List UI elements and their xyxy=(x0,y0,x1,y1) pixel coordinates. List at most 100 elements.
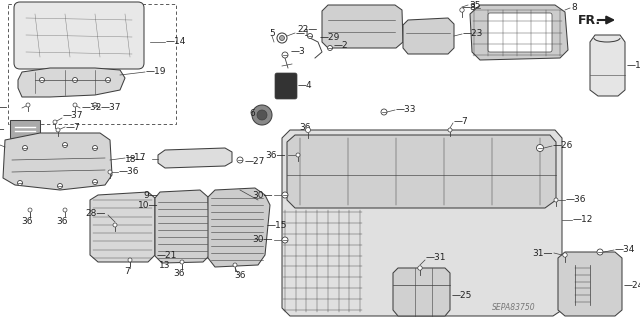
Circle shape xyxy=(418,266,422,270)
Circle shape xyxy=(72,78,77,83)
Circle shape xyxy=(28,208,32,212)
Polygon shape xyxy=(287,135,556,208)
Circle shape xyxy=(108,170,112,174)
Polygon shape xyxy=(470,5,568,60)
Text: —32: —32 xyxy=(82,103,102,113)
Circle shape xyxy=(233,263,237,267)
Circle shape xyxy=(63,208,67,212)
Bar xyxy=(10,120,40,138)
Text: —14: —14 xyxy=(166,38,186,47)
Text: 13: 13 xyxy=(159,261,171,270)
Circle shape xyxy=(328,46,333,50)
Text: 5: 5 xyxy=(269,28,275,38)
Circle shape xyxy=(307,33,312,39)
Circle shape xyxy=(257,110,267,120)
Circle shape xyxy=(93,145,97,151)
Circle shape xyxy=(180,260,184,264)
Circle shape xyxy=(26,103,30,107)
Polygon shape xyxy=(3,133,112,190)
Polygon shape xyxy=(208,188,270,267)
Text: 32—: 32— xyxy=(0,103,8,113)
Circle shape xyxy=(277,33,287,43)
Text: 36: 36 xyxy=(234,271,246,280)
Circle shape xyxy=(93,103,97,107)
Text: —36: —36 xyxy=(566,196,586,204)
Polygon shape xyxy=(282,130,562,316)
Text: 16—: 16— xyxy=(0,124,5,133)
Text: —19: —19 xyxy=(146,68,166,77)
Text: —7: —7 xyxy=(66,122,81,131)
Circle shape xyxy=(282,192,288,198)
Text: 18—: 18— xyxy=(125,154,145,164)
Text: —2: —2 xyxy=(334,41,349,50)
Text: —23: —23 xyxy=(463,29,483,39)
Text: 36: 36 xyxy=(173,270,185,278)
Polygon shape xyxy=(90,192,155,262)
Text: —1: —1 xyxy=(296,28,311,38)
Circle shape xyxy=(282,52,288,58)
Text: 9—: 9— xyxy=(143,191,158,201)
Text: —29: —29 xyxy=(320,33,340,42)
Polygon shape xyxy=(322,5,403,48)
Text: 28—: 28— xyxy=(86,209,106,218)
Text: 35: 35 xyxy=(469,1,481,10)
Polygon shape xyxy=(558,252,622,316)
Text: 36: 36 xyxy=(300,122,311,131)
Text: 36: 36 xyxy=(21,218,33,226)
Text: —33: —33 xyxy=(396,106,417,115)
Circle shape xyxy=(597,249,603,255)
Text: —21: —21 xyxy=(157,250,177,259)
Polygon shape xyxy=(403,18,454,54)
Bar xyxy=(8,4,176,124)
Circle shape xyxy=(56,128,60,132)
Circle shape xyxy=(536,145,543,152)
Circle shape xyxy=(460,8,464,12)
Text: 8: 8 xyxy=(571,4,577,12)
Text: 6: 6 xyxy=(249,108,255,117)
Text: 30—: 30— xyxy=(253,235,273,244)
Text: 36—: 36— xyxy=(266,151,286,160)
Text: —15: —15 xyxy=(267,220,287,229)
Text: —4: —4 xyxy=(298,80,312,90)
Circle shape xyxy=(17,181,22,186)
Circle shape xyxy=(305,128,310,132)
Text: —26: —26 xyxy=(553,142,573,151)
Circle shape xyxy=(113,223,117,227)
Text: —3: —3 xyxy=(291,48,306,56)
Circle shape xyxy=(63,143,67,147)
FancyBboxPatch shape xyxy=(275,73,297,99)
FancyBboxPatch shape xyxy=(488,13,552,52)
Circle shape xyxy=(296,153,300,157)
Circle shape xyxy=(106,78,111,83)
Polygon shape xyxy=(393,268,450,316)
Text: 30—: 30— xyxy=(253,190,273,199)
Circle shape xyxy=(282,237,288,243)
Text: —12: —12 xyxy=(573,216,593,225)
Text: —37: —37 xyxy=(63,112,83,121)
FancyBboxPatch shape xyxy=(14,2,144,69)
Circle shape xyxy=(93,180,97,184)
Polygon shape xyxy=(18,68,125,97)
Polygon shape xyxy=(158,148,232,168)
Circle shape xyxy=(237,157,243,163)
Circle shape xyxy=(58,183,63,189)
Circle shape xyxy=(128,258,132,262)
Text: FR.: FR. xyxy=(578,13,601,26)
Text: —11: —11 xyxy=(627,61,640,70)
Text: —24: —24 xyxy=(624,280,640,290)
Text: —17: —17 xyxy=(126,153,147,162)
Text: 36: 36 xyxy=(56,218,68,226)
Circle shape xyxy=(252,105,272,125)
Text: —25: —25 xyxy=(452,291,472,300)
Circle shape xyxy=(554,198,558,202)
Polygon shape xyxy=(155,190,210,263)
Circle shape xyxy=(563,253,567,257)
Text: —8: —8 xyxy=(462,4,477,12)
Text: 31—: 31— xyxy=(532,249,553,257)
Circle shape xyxy=(73,103,77,107)
Circle shape xyxy=(53,120,57,124)
Text: —7: —7 xyxy=(454,116,468,125)
Circle shape xyxy=(280,35,285,41)
Circle shape xyxy=(40,78,45,83)
Text: 10—: 10— xyxy=(138,201,158,210)
